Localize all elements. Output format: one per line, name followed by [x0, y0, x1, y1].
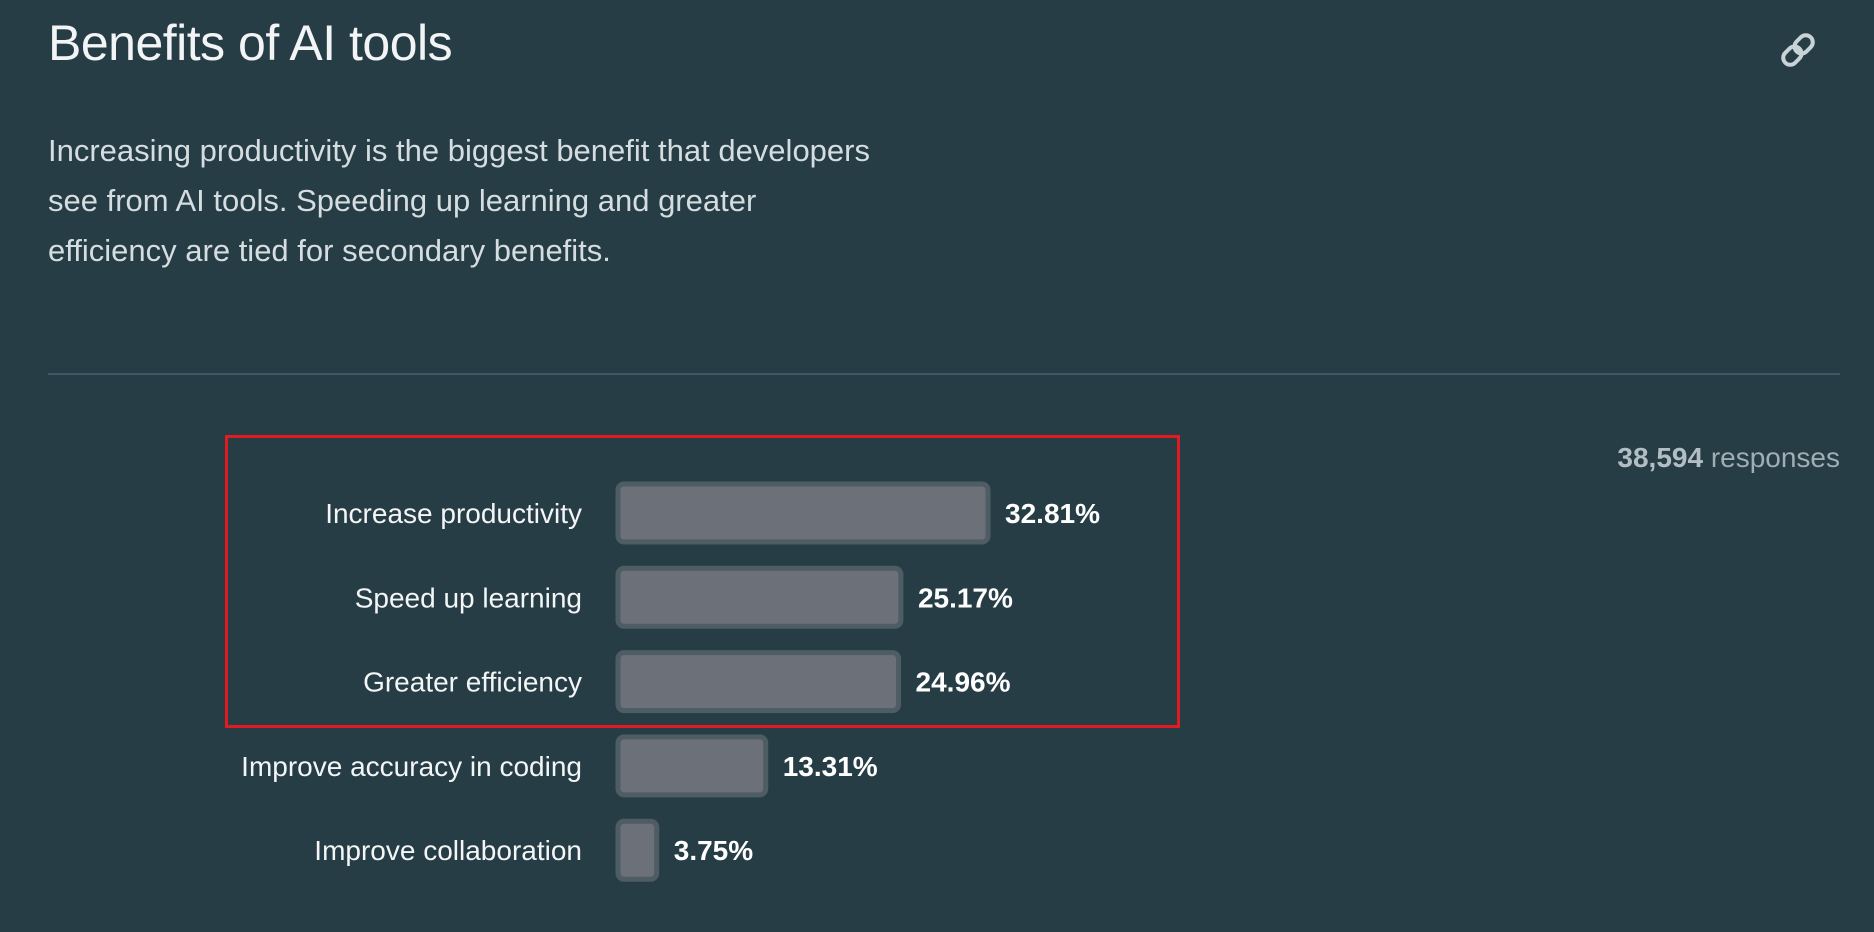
response-count-label: responses	[1710, 442, 1840, 473]
bar[interactable]	[615, 818, 660, 882]
category-label: Speed up learning	[355, 582, 582, 613]
value-label: 13.31%	[783, 751, 878, 782]
value-label: 32.81%	[1005, 498, 1100, 529]
chart-title: Benefits of AI tools	[48, 15, 453, 71]
link-icon-glyph	[1781, 33, 1815, 67]
bar[interactable]	[615, 650, 902, 714]
bar[interactable]	[615, 734, 769, 798]
chart-description: Increasing productivity is the biggest b…	[48, 133, 870, 268]
value-label: 25.17%	[918, 582, 1013, 613]
category-label: Greater efficiency	[363, 667, 582, 698]
value-label: 24.96%	[916, 667, 1011, 698]
response-count-number: 38,594	[1617, 442, 1704, 473]
bar[interactable]	[615, 565, 904, 629]
category-label: Improve collaboration	[314, 835, 582, 866]
category-label: Increase productivity	[325, 498, 582, 529]
response-count: 38,594 responses	[1617, 442, 1840, 474]
value-label: 3.75%	[674, 835, 753, 866]
category-label: Improve accuracy in coding	[241, 751, 582, 782]
bar[interactable]	[615, 481, 991, 545]
link-icon[interactable]	[1776, 28, 1820, 72]
divider	[48, 373, 1840, 375]
